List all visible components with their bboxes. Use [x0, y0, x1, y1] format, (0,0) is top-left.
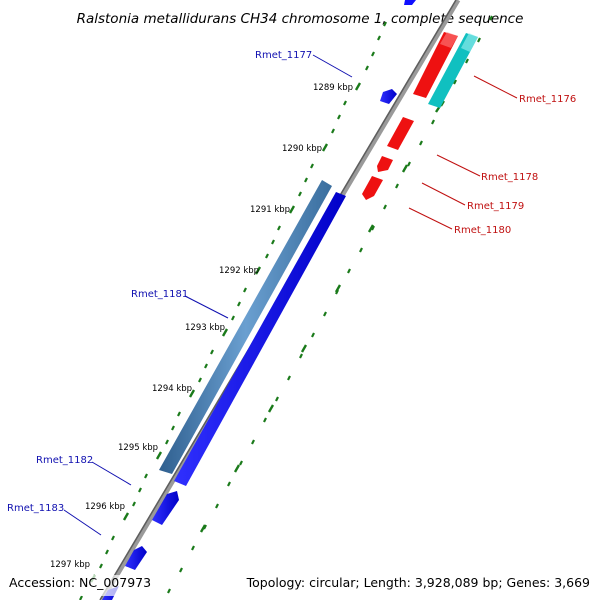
- scale-labels: 1289 kbp 1290 kbp 1291 kbp 1292 kbp 1293…: [50, 83, 353, 570]
- reverse-strand-features: [62, 0, 416, 600]
- gene-rmet-1179-shape[interactable]: [377, 156, 393, 172]
- scale-label-1292: 1292 kbp: [219, 266, 259, 276]
- scale-label-1297: 1297 kbp: [50, 560, 90, 570]
- label-leader-lines: [63, 54, 518, 536]
- gene-label-rmet-1176[interactable]: Rmet_1176: [519, 94, 576, 105]
- gene-label-rmet-1178[interactable]: Rmet_1178: [481, 172, 538, 183]
- gene-rmet-1180-shape[interactable]: [362, 176, 383, 200]
- gene-label-rmet-1183[interactable]: Rmet_1183: [7, 503, 64, 514]
- gene-rmet-1183-shape[interactable]: [125, 546, 147, 570]
- scale-label-1296: 1296 kbp: [85, 502, 125, 512]
- inner-tick-track: [79, 21, 387, 600]
- scale-label-1289: 1289 kbp: [313, 83, 353, 93]
- gene-rmet-1177-shape[interactable]: [380, 89, 397, 104]
- gene-rmet-1178-shape[interactable]: [387, 117, 414, 150]
- map-title: Ralstonia metallidurans CH34 chromosome …: [77, 11, 524, 27]
- genome-summary-text: Topology: circular; Length: 3,928,089 bp…: [246, 575, 590, 590]
- accession-text: Accession: NC_007973: [9, 575, 151, 590]
- gene-label-rmet-1180[interactable]: Rmet_1180: [454, 225, 511, 236]
- gene-label-rmet-1181[interactable]: Rmet_1181: [131, 289, 188, 300]
- scale-label-1291: 1291 kbp: [250, 205, 290, 215]
- gene-label-rmet-1177[interactable]: Rmet_1177: [255, 50, 312, 61]
- forward-strand-features: [362, 32, 478, 200]
- outer-tick-track: [167, 15, 493, 594]
- gene-label-rmet-1179[interactable]: Rmet_1179: [467, 201, 524, 212]
- gene-rmet-1182-shape[interactable]: [152, 491, 179, 525]
- gene-rmet-1181-gene-shape[interactable]: [159, 180, 332, 474]
- gene-rmet-1176-gene-shape[interactable]: [428, 33, 478, 108]
- gene-rmet-1176-cds-shape[interactable]: [413, 32, 458, 98]
- scale-label-1290: 1290 kbp: [282, 144, 322, 154]
- reverse-feature-top[interactable]: [404, 0, 416, 5]
- accession-backdrop: [62, 575, 136, 596]
- scale-label-1294: 1294 kbp: [152, 384, 192, 394]
- gene-labels: Rmet_1177 Rmet_1181 Rmet_1182 Rmet_1183 …: [7, 50, 576, 514]
- gene-rmet-1181-cds-shape[interactable]: [174, 192, 346, 486]
- scale-label-1295: 1295 kbp: [118, 443, 158, 453]
- gene-label-rmet-1182[interactable]: Rmet_1182: [36, 455, 93, 466]
- scale-label-1293: 1293 kbp: [185, 323, 225, 333]
